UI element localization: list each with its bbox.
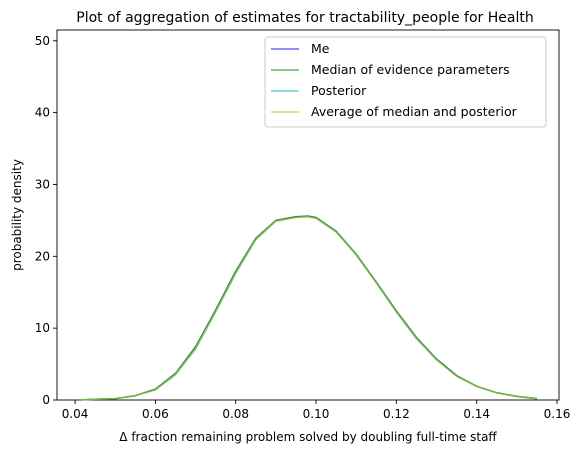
chart-title: Plot of aggregation of estimates for tra… (76, 10, 533, 26)
y-tick-label: 50 (35, 34, 50, 48)
legend-entry-label: Posterior (311, 83, 367, 98)
x-tick-label: 0.10 (303, 407, 330, 421)
y-axis-label: probability density (10, 159, 24, 271)
legend-entry-label: Me (311, 41, 330, 56)
y-tick-label: 10 (35, 321, 50, 335)
legend-box (264, 36, 547, 128)
legend: Me Median of evidence parameters Posterior… (264, 36, 547, 128)
series-line-4 (79, 216, 537, 401)
y-tick-label: 30 (35, 177, 50, 191)
x-tick-label: 0.04 (62, 407, 89, 421)
x-tick-label: 0.16 (544, 407, 571, 421)
y-axis: 0 10 20 30 40 50 (35, 34, 57, 407)
x-tick-label: 0.06 (142, 407, 169, 421)
x-tick-label: 0.14 (463, 407, 490, 421)
legend-entry-label: Median of evidence parameters (311, 62, 510, 77)
x-axis: 0.04 0.06 0.08 0.10 0.12 0.14 0.16 (62, 400, 571, 421)
y-tick-label: 0 (42, 393, 50, 407)
x-tick-label: 0.12 (383, 407, 410, 421)
y-tick-label: 40 (35, 106, 50, 120)
x-tick-label: 0.08 (222, 407, 249, 421)
x-axis-label: Δ fraction remaining problem solved by d… (119, 430, 497, 444)
y-tick-label: 20 (35, 249, 50, 263)
legend-entry-label: Average of median and posterior (311, 104, 518, 119)
series-layer (79, 215, 537, 401)
